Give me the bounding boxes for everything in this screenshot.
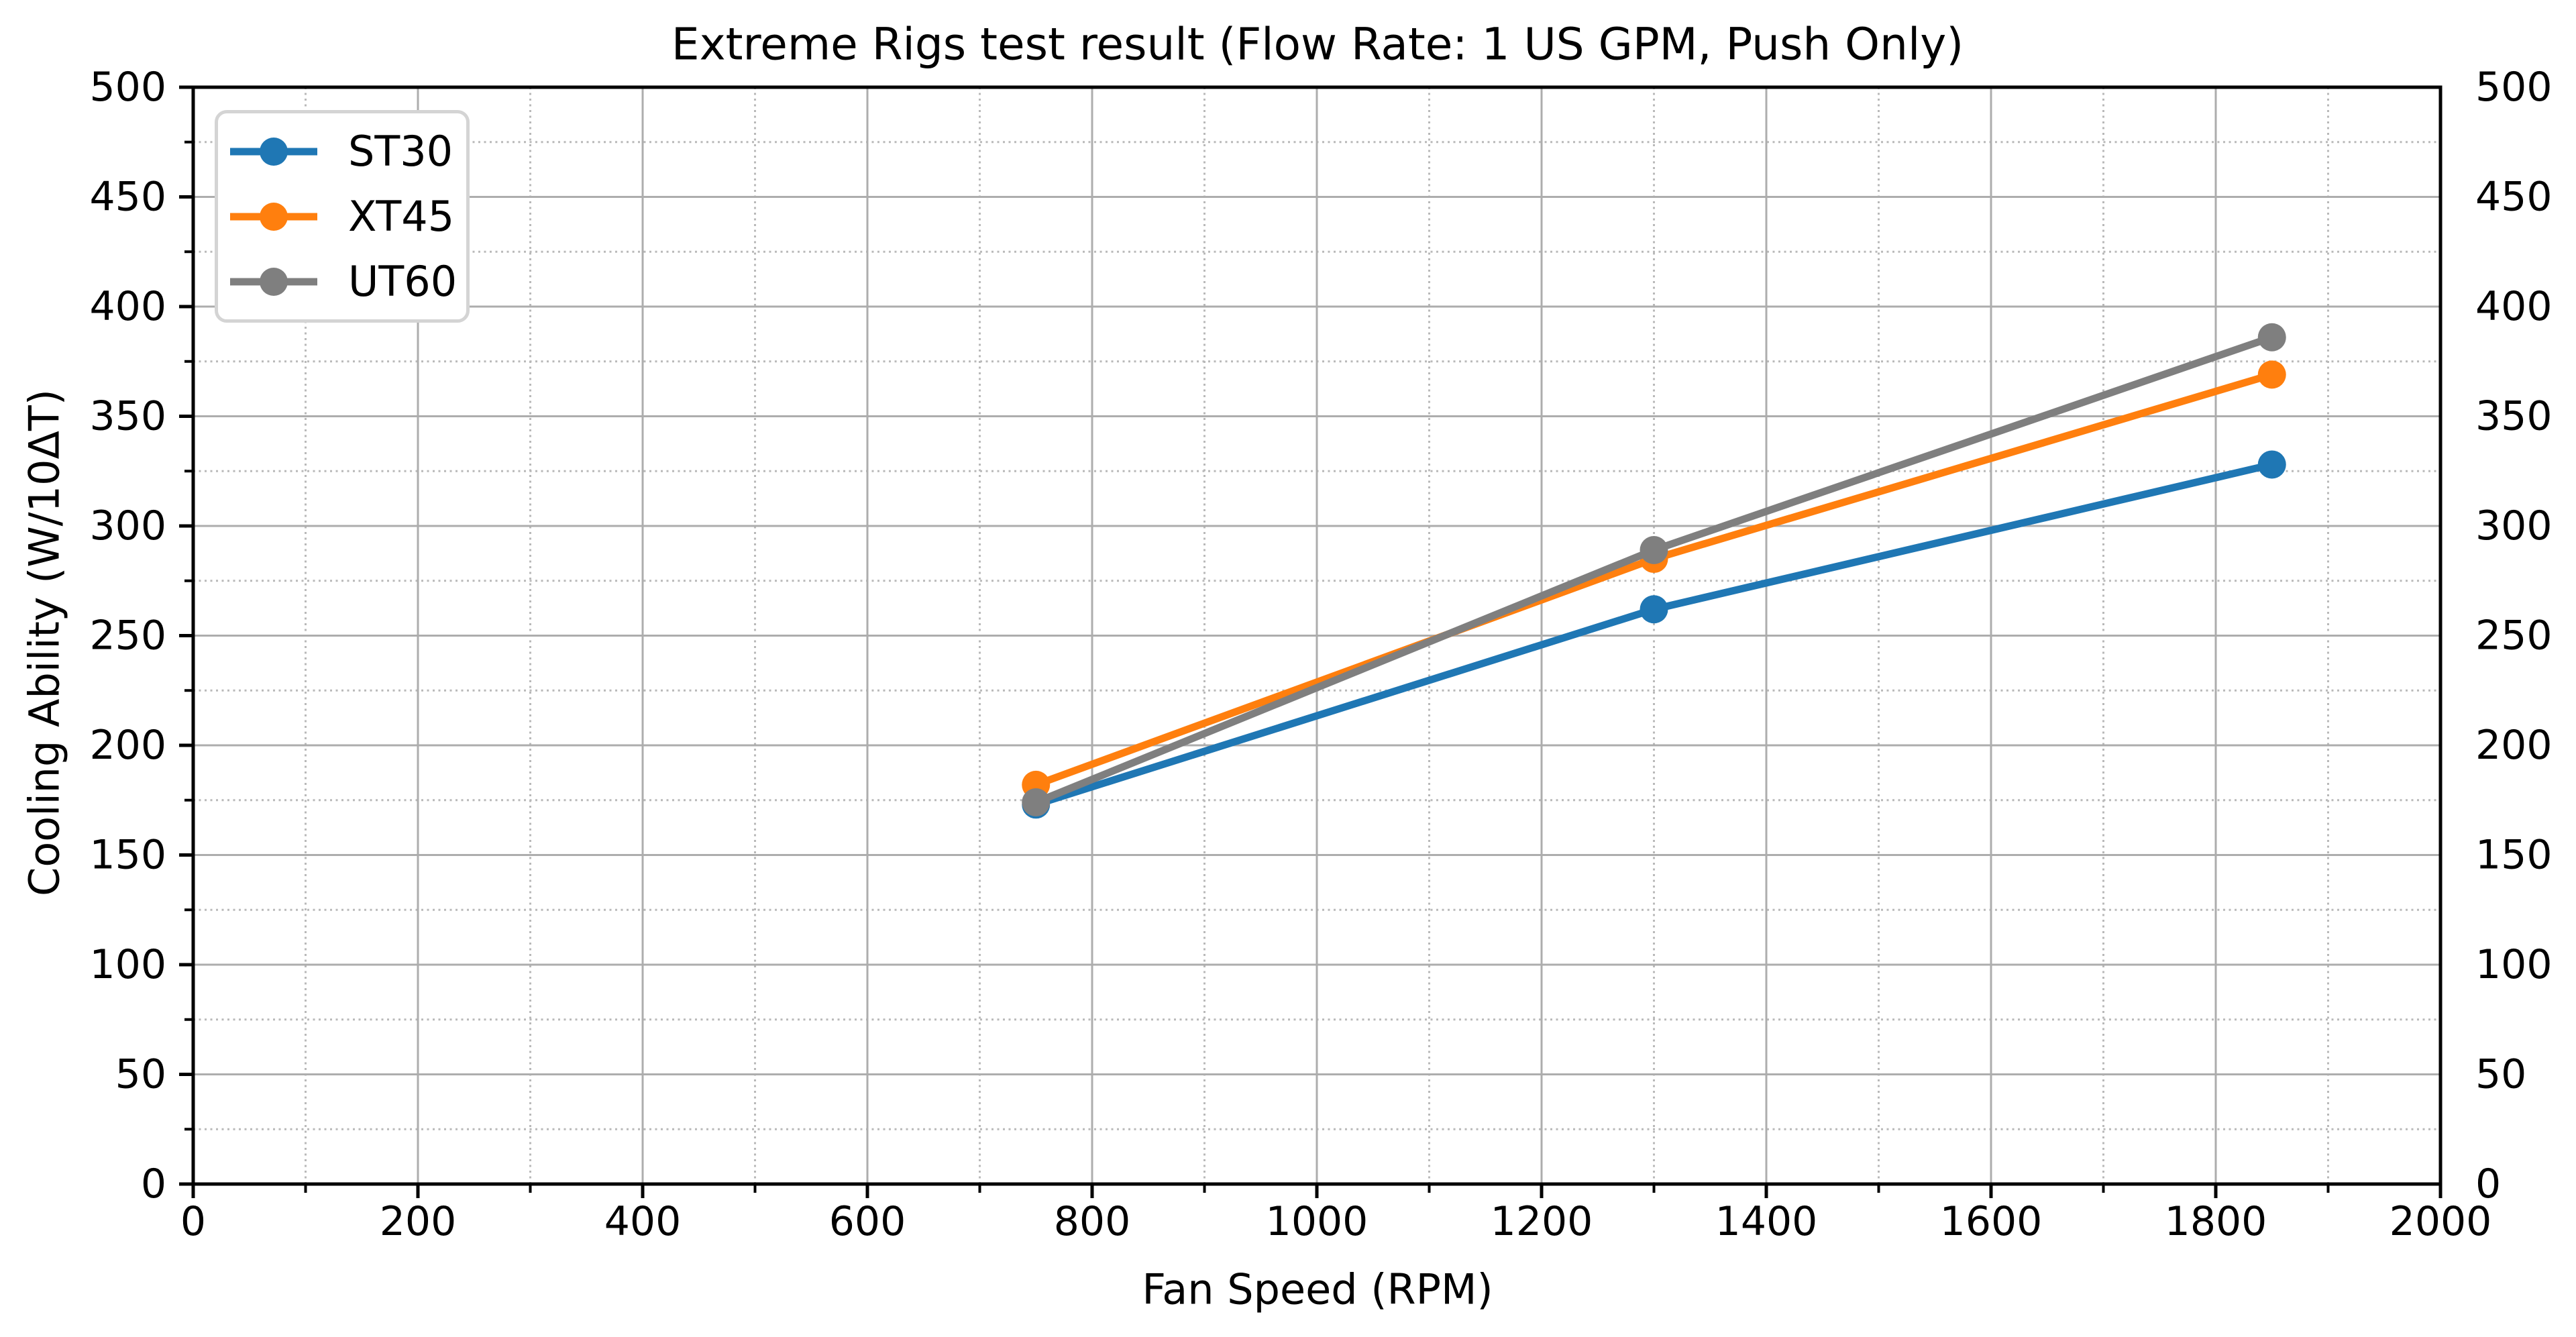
y-tick-label-right: 300 (2475, 502, 2553, 549)
legend-label: ST30 (348, 126, 453, 176)
y-tick-label-right: 350 (2475, 393, 2553, 440)
legend-sample-line-icon (230, 137, 317, 166)
y-tick-label-right: 50 (2475, 1051, 2526, 1098)
data-point-xt45 (2257, 360, 2286, 389)
y-tick-label-right: 0 (2475, 1161, 2501, 1208)
legend-sample-line-icon (230, 202, 317, 231)
data-point-ut60 (2257, 323, 2286, 352)
x-axis-label: Fan Speed (RPM) (1142, 1265, 1493, 1314)
x-tick-label: 1000 (1266, 1198, 1368, 1245)
y-tick-label-left: 50 (115, 1051, 166, 1098)
legend-item-st30: ST30 (218, 119, 466, 184)
legend-item-ut60: UT60 (218, 249, 466, 314)
legend-item-xt45: XT45 (218, 184, 466, 249)
series-markers-ut60 (1022, 323, 2286, 817)
data-point-ut60 (1022, 788, 1051, 817)
y-tick-label-right: 100 (2475, 941, 2553, 988)
y-tick-label-right: 400 (2475, 283, 2553, 330)
y-tick-labels-left: 0 50 100 150 200 250 300 350 400 450 500 (89, 64, 166, 1208)
y-tick-label-left: 300 (89, 502, 166, 549)
y-tick-label-left: 350 (89, 393, 166, 440)
axis-ticks (179, 85, 2443, 1198)
x-tick-label: 1600 (1940, 1198, 2043, 1245)
legend-label: UT60 (348, 256, 458, 306)
y-tick-label-right: 250 (2475, 612, 2553, 659)
x-tick-labels: 0 200 400 600 800 1000 1200 1400 1600 1800 2000 (180, 1198, 2491, 1245)
y-tick-label-right: 450 (2475, 174, 2553, 221)
y-axis-label: Cooling Ability (W/10ΔT) (19, 389, 69, 896)
legend-label: XT45 (348, 191, 455, 241)
x-tick-label: 1200 (1491, 1198, 1593, 1245)
y-tick-label-left: 450 (89, 174, 166, 221)
y-tick-label-right: 150 (2475, 832, 2553, 879)
data-point-st30 (2257, 450, 2286, 479)
chart-title: Extreme Rigs test result (Flow Rate: 1 U… (671, 18, 1964, 70)
y-tick-label-right: 200 (2475, 722, 2553, 769)
y-tick-label-left: 100 (89, 941, 166, 988)
x-tick-label: 400 (604, 1198, 682, 1245)
data-point-ut60 (1640, 535, 1668, 564)
legend-sample-line-icon (230, 267, 317, 296)
legend: ST30 XT45 UT60 (215, 110, 470, 323)
x-tick-label: 0 (180, 1198, 206, 1245)
y-tick-labels-right: 0 50 100 150 200 250 300 350 400 450 500 (2475, 64, 2553, 1208)
x-tick-label: 1800 (2165, 1198, 2267, 1245)
x-tick-label: 2000 (2390, 1198, 2492, 1245)
legend-sample-marker (260, 137, 288, 166)
y-tick-label-left: 150 (89, 832, 166, 879)
x-tick-label: 1400 (1715, 1198, 1818, 1245)
y-tick-label-left: 200 (89, 722, 166, 769)
legend-sample-marker (260, 267, 288, 296)
y-tick-label-right: 500 (2475, 64, 2553, 111)
x-tick-label: 600 (829, 1198, 906, 1245)
x-tick-label: 200 (380, 1198, 457, 1245)
y-tick-label-left: 250 (89, 612, 166, 659)
y-tick-label-left: 500 (89, 64, 166, 111)
y-tick-label-left: 0 (141, 1161, 166, 1208)
data-point-st30 (1640, 595, 1668, 624)
x-tick-label: 800 (1054, 1198, 1131, 1245)
y-tick-label-left: 400 (89, 283, 166, 330)
legend-sample-marker (260, 202, 288, 231)
